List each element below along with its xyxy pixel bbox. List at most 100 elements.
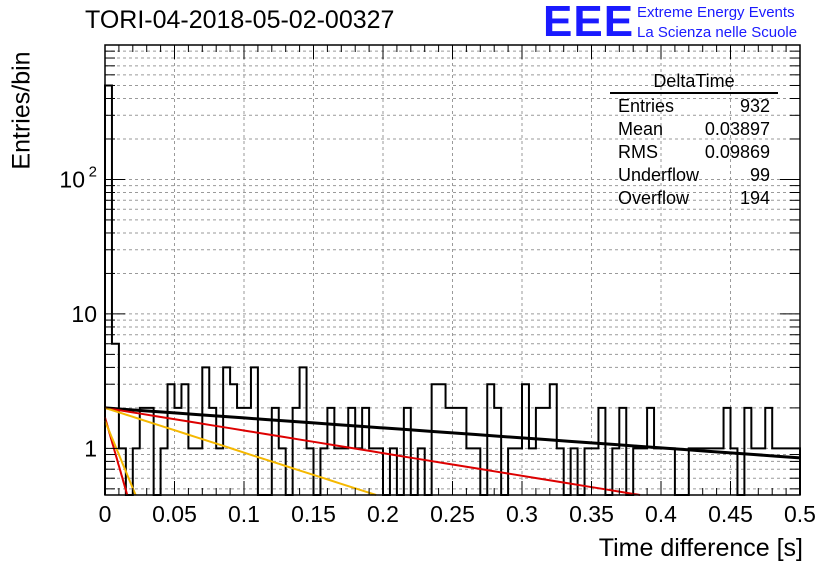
fit-curve bbox=[104, 406, 377, 496]
x-tick-label: 0.15 bbox=[291, 501, 336, 527]
stat-label: Underflow bbox=[618, 165, 700, 185]
y-tick-label: 1 bbox=[84, 435, 97, 461]
histogram-bar bbox=[320, 448, 327, 495]
histogram-bar bbox=[598, 408, 605, 495]
stat-label: Mean bbox=[618, 119, 664, 139]
histogram-bar bbox=[453, 408, 460, 495]
x-tick-label: 0.25 bbox=[430, 501, 475, 527]
histogram-bar bbox=[439, 384, 446, 495]
histogram-bar bbox=[640, 448, 647, 495]
histogram-bar bbox=[432, 384, 439, 495]
eee-line-1: Extreme Energy Events bbox=[637, 4, 795, 21]
histogram-bar bbox=[195, 448, 202, 495]
histogram-bar bbox=[529, 448, 536, 495]
histogram-bar bbox=[710, 448, 717, 495]
histogram-bar bbox=[161, 448, 168, 495]
stat-label: Entries bbox=[618, 96, 675, 116]
histogram-bar bbox=[508, 448, 515, 495]
stat-value: 932 bbox=[739, 96, 770, 116]
histogram-bar bbox=[668, 448, 675, 495]
histogram-bar bbox=[112, 344, 119, 495]
histogram-bar bbox=[744, 408, 751, 495]
histogram-bar bbox=[466, 448, 473, 495]
histogram-bar bbox=[473, 448, 480, 495]
stat-label: RMS bbox=[618, 142, 658, 162]
histogram-bar bbox=[557, 448, 564, 495]
eee-logo: EEE bbox=[543, 0, 635, 46]
histogram-bar bbox=[765, 408, 772, 495]
x-tick-label: 0.4 bbox=[645, 501, 677, 527]
axes: 0 0.05 0.1 0.15 0.2 0.25 0.3 0.35 0.4 0.45 0.5 1 10 1… bbox=[59, 44, 816, 527]
histogram-bar bbox=[717, 448, 724, 495]
histogram-bar bbox=[661, 448, 668, 495]
stats-box: DeltaTime Entries 932 Mean 0.03897 RMS 0.09… bbox=[610, 70, 778, 210]
histogram-bar bbox=[459, 408, 466, 495]
histogram-bar bbox=[334, 448, 341, 495]
histogram-bar bbox=[515, 448, 522, 495]
stats-row: Overflow 194 bbox=[610, 187, 778, 210]
fit-curve bbox=[104, 406, 641, 496]
histogram-bar bbox=[418, 448, 425, 495]
y-tick-label: 10 bbox=[71, 301, 97, 327]
run-title: TORI-04-2018-05-02-00327 bbox=[85, 6, 395, 34]
histogram-bar bbox=[279, 448, 286, 495]
x-tick-label: 0.35 bbox=[569, 501, 614, 527]
x-tick-label: 0 bbox=[99, 501, 112, 527]
histogram-bar bbox=[133, 448, 140, 495]
x-tick-label: 0.5 bbox=[784, 501, 816, 527]
histogram-bar bbox=[202, 367, 209, 495]
eee-logo-text: Extreme Energy Events La Scienza nelle S… bbox=[637, 3, 797, 43]
stat-value: 194 bbox=[739, 188, 770, 208]
histogram-bar bbox=[369, 448, 376, 495]
histogram-bar bbox=[404, 408, 411, 495]
histogram-bar bbox=[536, 408, 543, 495]
x-tick-label: 0.1 bbox=[228, 501, 260, 527]
histogram-bar bbox=[494, 408, 501, 495]
x-tick-label: 0.45 bbox=[708, 501, 753, 527]
histogram-bar bbox=[487, 384, 494, 495]
stats-row: RMS 0.09869 bbox=[610, 141, 778, 164]
histogram-bar bbox=[230, 384, 237, 495]
histogram-bar bbox=[786, 448, 793, 495]
grid-lines bbox=[105, 45, 800, 495]
fit-curve bbox=[104, 420, 137, 496]
stats-title: DeltaTime bbox=[610, 70, 778, 94]
histogram-bar bbox=[793, 448, 800, 495]
y-tick-exponent: 2 bbox=[89, 163, 97, 180]
histogram-bar bbox=[188, 448, 195, 495]
histogram-bar bbox=[300, 367, 307, 495]
fit-curves bbox=[104, 406, 801, 496]
histogram-bar bbox=[223, 367, 230, 495]
x-tick-label: 0.05 bbox=[152, 501, 197, 527]
stat-label: Overflow bbox=[618, 188, 690, 208]
histogram-bar bbox=[348, 408, 355, 495]
stat-value: 0.09869 bbox=[704, 142, 770, 162]
histogram-bar bbox=[689, 448, 696, 495]
histogram-bar bbox=[612, 448, 619, 495]
histogram-bar bbox=[571, 448, 578, 495]
histogram-bar bbox=[446, 408, 453, 495]
stat-value: 99 bbox=[749, 165, 770, 185]
histogram-bar bbox=[654, 448, 661, 495]
histogram-bar bbox=[181, 384, 188, 495]
histogram-bar bbox=[168, 384, 175, 495]
histogram-bar bbox=[341, 448, 348, 495]
x-tick-label: 0.2 bbox=[367, 501, 399, 527]
histogram-bar bbox=[633, 448, 640, 495]
histogram-bar bbox=[585, 448, 592, 495]
stats-row: Entries 932 bbox=[610, 95, 778, 118]
y-axis-label: Entries/bin bbox=[7, 51, 36, 170]
histogram-bar bbox=[647, 408, 654, 495]
y-tick-label: 10 bbox=[59, 166, 85, 192]
histogram-bar bbox=[209, 408, 216, 495]
stat-value: 0.03897 bbox=[704, 119, 770, 139]
stats-row: Mean 0.03897 bbox=[610, 118, 778, 141]
histogram-bar bbox=[216, 448, 223, 495]
histogram-bar bbox=[307, 448, 314, 495]
stats-row: Underflow 99 bbox=[610, 164, 778, 187]
eee-line-2: La Scienza nelle Scuole bbox=[637, 24, 798, 41]
histogram-bar bbox=[731, 448, 738, 495]
histogram-bar bbox=[619, 408, 626, 495]
histogram-bar bbox=[696, 448, 703, 495]
